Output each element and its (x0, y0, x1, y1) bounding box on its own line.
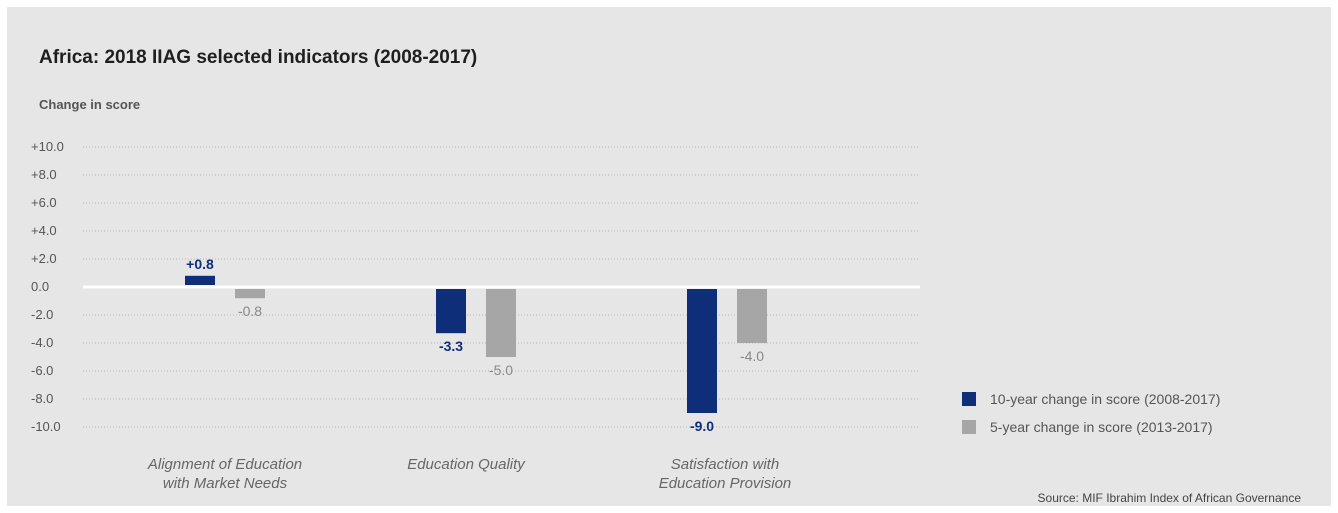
category-label: Satisfaction with (671, 456, 779, 473)
y-tick-label: +2.0 (31, 251, 57, 266)
y-tick-label: -4.0 (31, 335, 53, 350)
y-tick-label: +6.0 (31, 195, 57, 210)
y-tick-label: +8.0 (31, 167, 57, 182)
y-tick-label: -8.0 (31, 391, 53, 406)
y-tick-label: -6.0 (31, 363, 53, 378)
bar-10-year (687, 289, 717, 413)
bar-5-year (486, 289, 516, 357)
bar-10-year (185, 275, 215, 285)
legend-label-5-year: 5-year change in score (2013-2017) (990, 419, 1213, 435)
legend-swatch-10-year (962, 392, 976, 406)
data-label: +0.8 (186, 256, 214, 272)
bar-5-year (235, 289, 265, 299)
category-label: with Market Needs (163, 475, 288, 492)
legend-swatch-5-year (962, 420, 976, 434)
legend: 10-year change in score (2008-2017) 5-ye… (962, 385, 1220, 441)
bar-5-year (737, 289, 767, 343)
bar-10-year (436, 289, 466, 334)
category-label: Education Provision (659, 475, 792, 492)
data-label: -4.0 (740, 348, 764, 364)
y-tick-label: -10.0 (31, 419, 61, 434)
y-tick-label: +10.0 (31, 139, 64, 154)
data-label: -9.0 (690, 418, 714, 434)
y-tick-label: +4.0 (31, 223, 57, 238)
category-label: Education Quality (407, 456, 526, 473)
legend-label-10-year: 10-year change in score (2008-2017) (990, 391, 1221, 407)
bar-chart: +10.0 +8.0 +6.0 +4.0 +2.0 0.0 -2.0 -4.0 -6.0 -8.0… (31, 139, 920, 492)
data-label: -0.8 (238, 303, 262, 319)
data-label: -5.0 (489, 362, 513, 378)
legend-item-5-year: 5-year change in score (2013-2017) (962, 413, 1220, 441)
category-label: Alignment of Education (147, 456, 302, 473)
source-note: Source: MIF Ibrahim Index of African Gov… (1037, 491, 1301, 505)
y-axis-label: Change in score (39, 97, 141, 112)
y-tick-label: -2.0 (31, 307, 53, 322)
chart-title: Africa: 2018 IIAG selected indicators (2… (39, 47, 478, 68)
chart-panel: Africa: 2018 IIAG selected indicators (2… (7, 7, 1331, 506)
y-tick-label: 0.0 (31, 279, 49, 294)
data-label: -3.3 (439, 338, 463, 354)
legend-item-10-year: 10-year change in score (2008-2017) (962, 385, 1220, 413)
